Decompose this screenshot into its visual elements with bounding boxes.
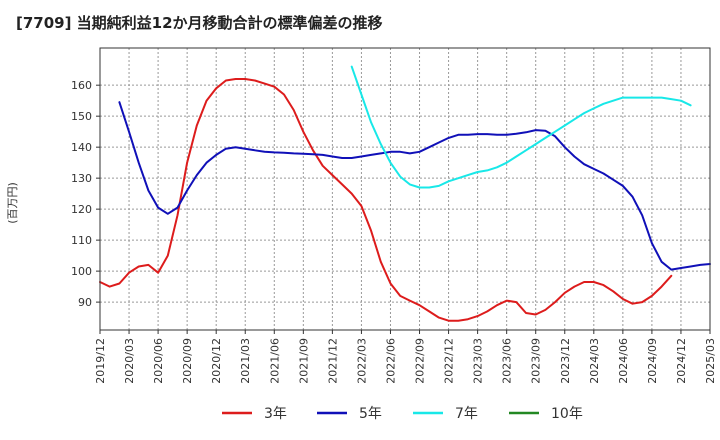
x-tick-label: 2023/06 (501, 338, 514, 384)
x-tick-label: 2024/06 (617, 338, 630, 384)
legend-label: 5年 (359, 406, 382, 422)
legend: 3年 5年 7年 10年 (222, 406, 583, 422)
x-tick-label: 2020/09 (181, 338, 194, 384)
x-tick-label: 2023/03 (472, 338, 485, 384)
x-tick-label: 2020/06 (152, 338, 165, 384)
legend-label: 10年 (551, 406, 583, 422)
x-tick-label: 2020/12 (210, 338, 223, 384)
x-tick-label: 2022/06 (384, 338, 397, 384)
x-tick-label: 2024/09 (646, 338, 659, 384)
legend-label: 3年 (264, 406, 287, 422)
legend-label: 7年 (455, 406, 478, 422)
x-tick-label: 2021/12 (326, 338, 339, 384)
x-tick-label: 2024/03 (588, 338, 601, 384)
series-layer (99, 65, 711, 322)
series-line-1 (99, 78, 673, 322)
x-tick-label: 2021/09 (297, 338, 310, 384)
x-tick-label: 2022/09 (414, 338, 427, 384)
x-tick-label: 2020/03 (123, 338, 136, 384)
x-tick-label: 2022/03 (355, 338, 368, 384)
y-axis: 90 100 110 120 130 140 150 160 (71, 79, 100, 309)
series-line-3 (350, 65, 692, 189)
y-tick-label: 130 (71, 172, 92, 185)
x-axis: 2019/12 2020/03 2020/06 2020/09 2020/12 2021/… (94, 330, 717, 384)
y-tick-label: 150 (71, 110, 92, 123)
x-tick-label: 2023/09 (530, 338, 543, 384)
x-tick-label: 2024/12 (675, 338, 688, 384)
y-tick-label: 160 (71, 79, 92, 92)
x-tick-label: 2023/12 (559, 338, 572, 384)
chart-title: [7709] 当期純利益12か月移動合計の標準偏差の推移 (16, 14, 383, 32)
y-tick-label: 90 (78, 296, 92, 309)
y-axis-label: (百万円) (6, 182, 19, 224)
grid-lines (99, 48, 711, 330)
y-tick-label: 110 (71, 234, 92, 247)
x-tick-label: 2025/03 (704, 338, 717, 384)
plot-border (99, 47, 711, 331)
x-tick-label: 2021/03 (239, 338, 252, 384)
y-tick-label: 140 (71, 141, 92, 154)
y-tick-label: 120 (71, 203, 92, 216)
series-line-2 (118, 101, 711, 271)
x-tick-label: 2022/12 (443, 338, 456, 384)
y-tick-label: 100 (71, 265, 92, 278)
x-tick-label: 2019/12 (94, 338, 107, 384)
plot-background (100, 48, 710, 330)
x-tick-label: 2021/06 (268, 338, 281, 384)
